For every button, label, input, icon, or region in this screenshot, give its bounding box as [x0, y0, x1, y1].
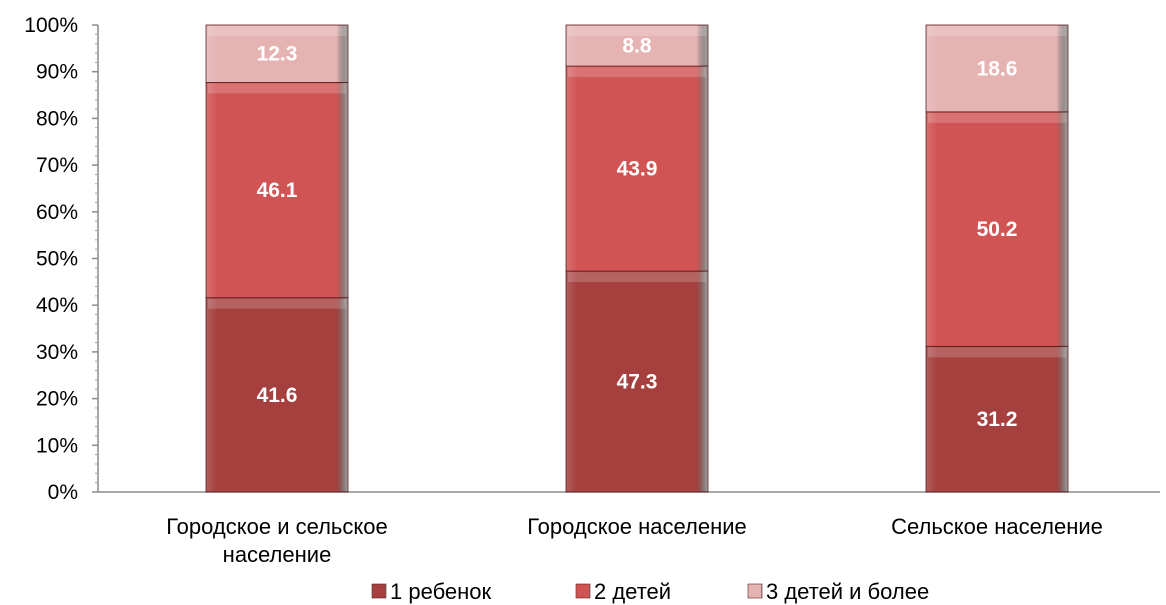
y-tick-label: 70%	[36, 154, 78, 177]
data-label: 43.9	[617, 158, 658, 181]
x-category-label: Городское и сельское	[166, 514, 388, 539]
bar-bevel	[568, 26, 706, 36]
bar-bevel	[208, 298, 346, 309]
data-label: 12.3	[257, 43, 298, 66]
bar-segment	[925, 111, 1069, 347]
bar-bevel	[208, 26, 346, 36]
y-tick-label: 10%	[36, 434, 78, 457]
y-tick-label: 80%	[36, 107, 78, 130]
legend-swatch	[747, 583, 763, 599]
data-label: 50.2	[977, 218, 1018, 241]
chart-labels: 41.6 46.1 12.3 Городское и сельское населени…	[166, 35, 1103, 567]
bar-segment	[925, 24, 1069, 113]
y-tick-label: 50%	[36, 248, 78, 271]
bar-segment	[205, 82, 349, 299]
bar-segment	[565, 24, 709, 67]
legend-label: 3 детей и более	[766, 579, 929, 604]
legend-swatch	[371, 583, 387, 599]
data-label: 41.6	[257, 384, 298, 407]
chart-axes: 0% 10% 20% 30% 40% 50% 60% 70% 80% 90% 100%	[24, 14, 1160, 504]
data-label: 31.2	[977, 408, 1018, 431]
bar-segment	[925, 345, 1069, 493]
y-tick-label: 40%	[36, 294, 78, 317]
legend-swatch	[575, 583, 591, 599]
x-category-label: Городское население	[527, 514, 747, 539]
y-tick-label: 20%	[36, 388, 78, 411]
bar-bevel	[568, 272, 706, 283]
chart-legend: 1 ребенок 2 детей 3 детей и более	[371, 579, 929, 604]
bar-bevel	[928, 347, 1066, 358]
data-label: 8.8	[622, 35, 652, 58]
bar-segment	[205, 297, 349, 493]
bar-segment	[205, 24, 349, 83]
x-category-label: население	[223, 542, 332, 567]
bar-bevel	[568, 67, 706, 78]
y-tick-label: 90%	[36, 61, 78, 84]
y-tick-label: 60%	[36, 201, 78, 224]
bar-segment	[565, 270, 709, 493]
data-label: 47.3	[617, 371, 658, 394]
data-label: 46.1	[257, 179, 298, 202]
chart-bars	[205, 24, 1069, 493]
y-tick-label: 30%	[36, 341, 78, 364]
data-label: 18.6	[977, 57, 1018, 80]
y-tick-label: 100%	[24, 14, 78, 37]
legend-label: 2 детей	[594, 579, 671, 604]
bar-bevel	[928, 112, 1066, 123]
legend-label: 1 ребенок	[390, 579, 492, 604]
x-category-label: Сельское население	[891, 514, 1103, 539]
y-tick-label: 0%	[48, 481, 78, 504]
bar-bevel	[208, 83, 346, 94]
bar-segment	[565, 65, 709, 272]
bar-bevel	[928, 26, 1066, 36]
